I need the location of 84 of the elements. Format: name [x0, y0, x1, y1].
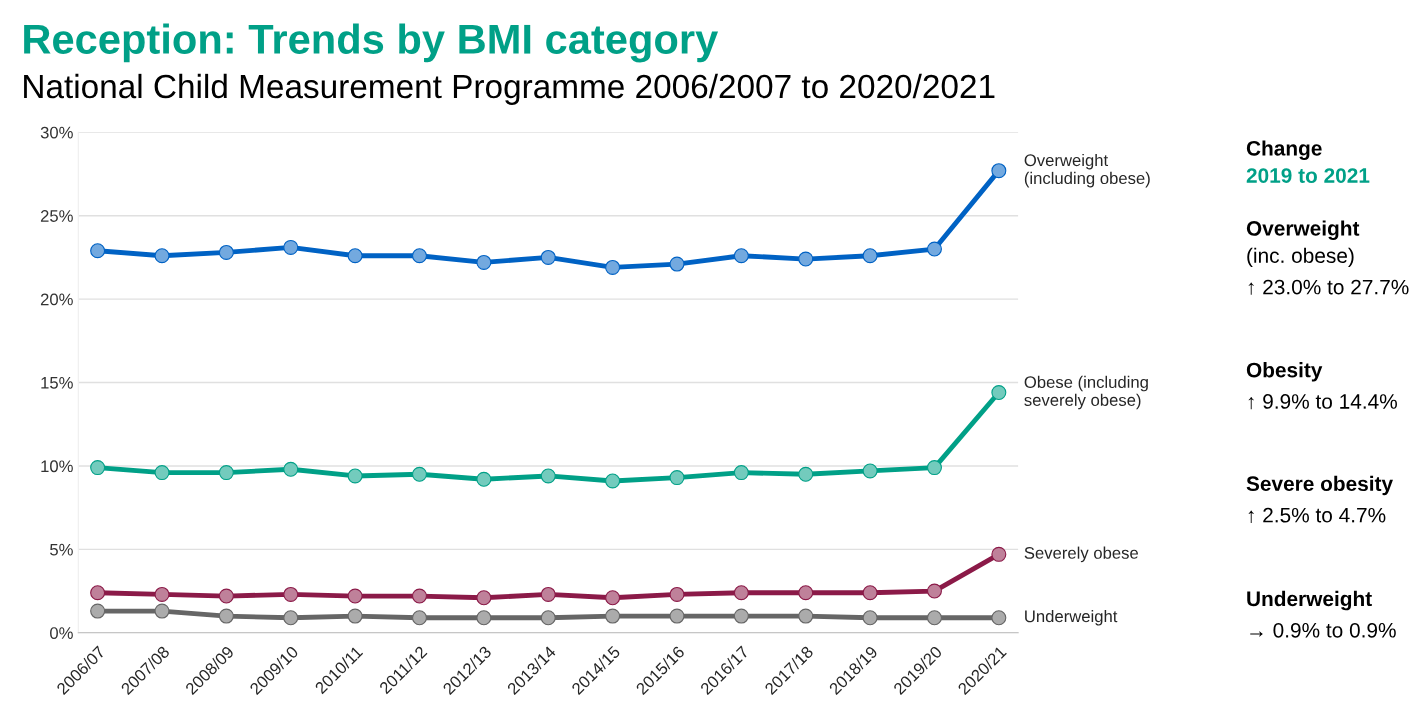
point — [862, 463, 878, 479]
point — [347, 248, 363, 264]
point — [798, 585, 814, 601]
point — [540, 610, 556, 626]
point — [90, 460, 106, 476]
text: Underweight — [1247, 590, 1372, 611]
point — [476, 610, 492, 626]
y-tick-label: 30% — [40, 126, 73, 139]
text: Overweight — [1246, 220, 1360, 240]
series-label: Underweight — [1025, 609, 1118, 626]
point — [411, 466, 427, 482]
point — [283, 239, 299, 255]
point — [476, 254, 492, 270]
point — [476, 590, 492, 606]
point — [991, 163, 1007, 179]
point — [218, 465, 234, 481]
point — [283, 586, 299, 602]
point — [991, 610, 1007, 626]
text: ↑ 23.0% to 27.7% — [1248, 279, 1409, 295]
point — [862, 585, 878, 601]
point — [926, 610, 942, 626]
point — [669, 256, 685, 272]
point — [669, 470, 685, 486]
point — [926, 583, 942, 599]
point — [411, 588, 427, 604]
point — [926, 460, 942, 476]
text: Change — [1246, 140, 1322, 160]
point — [283, 461, 299, 477]
point — [411, 610, 427, 626]
point — [540, 586, 556, 602]
point — [605, 259, 621, 275]
point — [926, 241, 942, 257]
y-tick-label: 25% — [40, 210, 73, 222]
chart-subtitle: National Child Measurement Programme 2006/2007 to 2020/2021 — [24, 73, 995, 105]
point — [218, 608, 234, 624]
point — [669, 586, 685, 602]
point — [605, 590, 621, 606]
point — [90, 243, 106, 259]
point — [283, 610, 299, 626]
point — [798, 466, 814, 482]
point — [862, 610, 878, 626]
point — [218, 588, 234, 604]
point — [798, 251, 814, 267]
text: Severe obesity — [1246, 475, 1393, 496]
point — [862, 248, 878, 264]
point — [154, 603, 170, 619]
text: (inc. obese) — [1247, 247, 1354, 268]
point — [347, 588, 363, 604]
point — [733, 608, 749, 624]
point — [733, 465, 749, 481]
point — [540, 249, 556, 265]
series-label: Overweight (including obese) — [1024, 153, 1150, 188]
point — [733, 585, 749, 601]
series-label: Severely obese — [1024, 546, 1138, 563]
y-tick-label: 0% — [50, 627, 73, 639]
point — [476, 471, 492, 487]
y-tick-label: 15% — [41, 377, 73, 389]
text: ↑ 9.9% to 14.4% — [1248, 394, 1397, 410]
text: → 0.9% to 0.9% — [1250, 622, 1396, 638]
point — [991, 546, 1007, 562]
point — [347, 608, 363, 624]
point — [605, 608, 621, 624]
text: Obesity — [1246, 362, 1323, 382]
point — [411, 248, 427, 264]
series-label: Obese (including severely obese) — [1024, 375, 1148, 410]
point — [154, 586, 170, 602]
point — [90, 585, 106, 601]
point — [798, 608, 814, 624]
y-tick-label: 20% — [40, 293, 73, 306]
point — [154, 248, 170, 264]
y-tick-label: 10% — [41, 460, 73, 473]
point — [90, 603, 106, 619]
point — [991, 385, 1007, 401]
point — [347, 468, 363, 484]
point — [605, 473, 621, 489]
text: 2019 to 2021 — [1246, 168, 1370, 183]
point — [218, 244, 234, 260]
y-tick-label: 5% — [50, 543, 73, 556]
point — [669, 608, 685, 624]
text: ↑ 2.5% to 4.7% — [1248, 507, 1386, 523]
chart-title: Reception: Trends by BMI category — [24, 23, 719, 63]
point — [733, 248, 749, 264]
point — [540, 468, 556, 484]
point — [154, 465, 170, 481]
